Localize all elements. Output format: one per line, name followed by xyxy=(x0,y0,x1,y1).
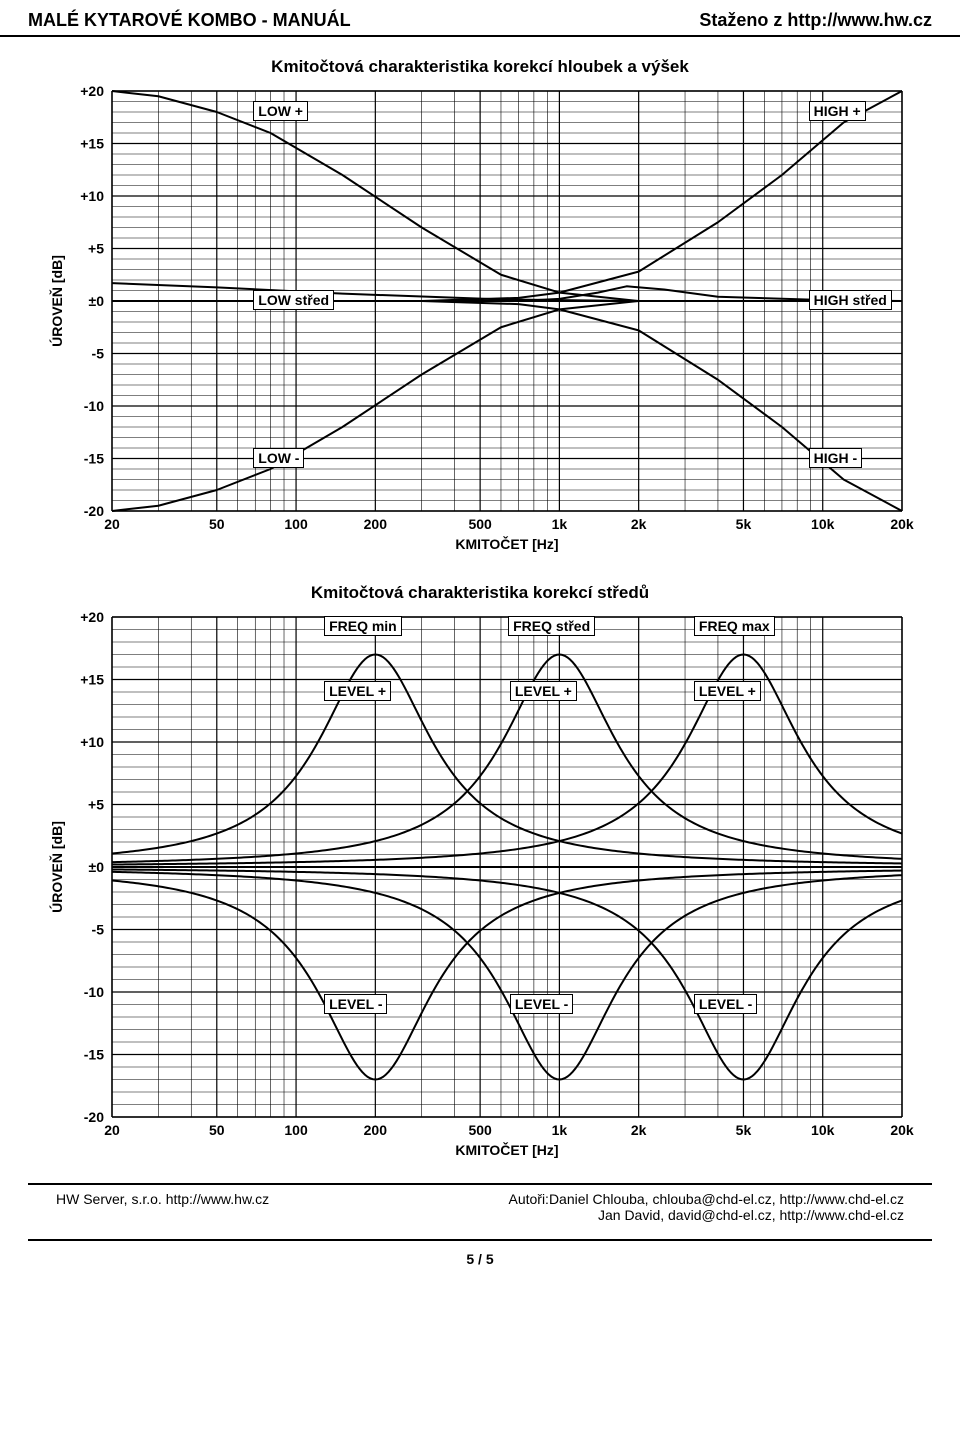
svg-text:500: 500 xyxy=(468,516,492,532)
svg-text:+5: +5 xyxy=(88,241,104,257)
footer-left: HW Server, s.r.o. http://www.hw.cz xyxy=(56,1191,269,1223)
footer-authors-1: Autoři:Daniel Chlouba, chlouba@chd-el.cz… xyxy=(508,1191,904,1207)
svg-text:2k: 2k xyxy=(631,1122,647,1138)
svg-text:KMITOČET [Hz]: KMITOČET [Hz] xyxy=(455,535,558,552)
svg-text:+20: +20 xyxy=(80,83,104,99)
svg-text:2k: 2k xyxy=(631,516,647,532)
svg-text:ÚROVEŇ [dB]: ÚROVEŇ [dB] xyxy=(48,821,65,913)
svg-text:-20: -20 xyxy=(84,1109,104,1125)
chart-label: LEVEL - xyxy=(510,994,573,1014)
svg-text:5k: 5k xyxy=(736,516,752,532)
chart-label: FREQ max xyxy=(694,616,775,636)
footer-right: Autoři:Daniel Chlouba, chlouba@chd-el.cz… xyxy=(508,1191,904,1223)
svg-text:+5: +5 xyxy=(88,797,104,813)
svg-text:50: 50 xyxy=(209,1122,225,1138)
svg-text:20k: 20k xyxy=(890,516,914,532)
chart-label: LOW - xyxy=(253,448,304,468)
chart-label: LEVEL - xyxy=(324,994,387,1014)
chart2: +20 +15 +10 +5 ±0 -5 -10 -15 -2020 50 100 200 500 1k 2… xyxy=(40,609,920,1169)
svg-text:-15: -15 xyxy=(84,1047,104,1063)
chart-label: LEVEL - xyxy=(694,994,757,1014)
chart-svg: +20 +15 +10 +5 ±0 -5 -10 -15 -2020 50 100 200 500 1k 2… xyxy=(40,83,920,563)
chart2-title: Kmitočtová charakteristika korekcí střed… xyxy=(0,563,960,609)
svg-text:10k: 10k xyxy=(811,516,835,532)
chart-label: HIGH + xyxy=(809,101,866,121)
chart-label: LEVEL + xyxy=(694,681,761,701)
svg-text:+15: +15 xyxy=(80,672,104,688)
svg-text:200: 200 xyxy=(364,516,388,532)
svg-text:±0: ±0 xyxy=(89,293,105,309)
svg-text:20k: 20k xyxy=(890,1122,914,1138)
svg-text:ÚROVEŇ [dB]: ÚROVEŇ [dB] xyxy=(48,255,65,347)
svg-text:500: 500 xyxy=(468,1122,492,1138)
page-footer: HW Server, s.r.o. http://www.hw.cz Autoř… xyxy=(28,1183,932,1223)
svg-text:100: 100 xyxy=(284,516,308,532)
svg-text:10k: 10k xyxy=(811,1122,835,1138)
svg-text:KMITOČET [Hz]: KMITOČET [Hz] xyxy=(455,1141,558,1158)
manual-page: MALÉ KYTAROVÉ KOMBO - MANUÁL Staženo z h… xyxy=(0,0,960,1436)
svg-text:100: 100 xyxy=(284,1122,308,1138)
chart1-title: Kmitočtová charakteristika korekcí hloub… xyxy=(0,37,960,83)
page-number: 5 / 5 xyxy=(28,1239,932,1267)
page-header: MALÉ KYTAROVÉ KOMBO - MANUÁL Staženo z h… xyxy=(0,0,960,37)
svg-text:20: 20 xyxy=(104,1122,120,1138)
header-source: Staženo z http://www.hw.cz xyxy=(699,10,932,31)
chart-label: FREQ min xyxy=(324,616,402,636)
svg-text:-20: -20 xyxy=(84,503,104,519)
chart-label: LOW střed xyxy=(253,290,334,310)
svg-text:+15: +15 xyxy=(80,136,104,152)
chart-label: LOW + xyxy=(253,101,308,121)
svg-text:-5: -5 xyxy=(92,922,105,938)
svg-text:50: 50 xyxy=(209,516,225,532)
svg-text:-15: -15 xyxy=(84,451,104,467)
svg-text:±0: ±0 xyxy=(89,859,105,875)
svg-text:+10: +10 xyxy=(80,188,104,204)
svg-text:200: 200 xyxy=(364,1122,388,1138)
chart-label: HIGH - xyxy=(809,448,863,468)
svg-text:5k: 5k xyxy=(736,1122,752,1138)
svg-text:+10: +10 xyxy=(80,734,104,750)
svg-text:1k: 1k xyxy=(552,516,568,532)
chart-label: FREQ střed xyxy=(508,616,595,636)
svg-text:-5: -5 xyxy=(92,346,105,362)
chart-label: LEVEL + xyxy=(324,681,391,701)
footer-authors-2: Jan David, david@chd-el.cz, http://www.c… xyxy=(508,1207,904,1223)
chart-label: HIGH střed xyxy=(809,290,892,310)
header-title: MALÉ KYTAROVÉ KOMBO - MANUÁL xyxy=(28,10,351,31)
chart1: +20 +15 +10 +5 ±0 -5 -10 -15 -2020 50 100 200 500 1k 2… xyxy=(40,83,920,563)
svg-text:1k: 1k xyxy=(552,1122,568,1138)
svg-text:+20: +20 xyxy=(80,609,104,625)
chart-svg: +20 +15 +10 +5 ±0 -5 -10 -15 -2020 50 100 200 500 1k 2… xyxy=(40,609,920,1169)
svg-text:-10: -10 xyxy=(84,398,104,414)
svg-text:20: 20 xyxy=(104,516,120,532)
svg-text:-10: -10 xyxy=(84,984,104,1000)
chart-label: LEVEL + xyxy=(510,681,577,701)
